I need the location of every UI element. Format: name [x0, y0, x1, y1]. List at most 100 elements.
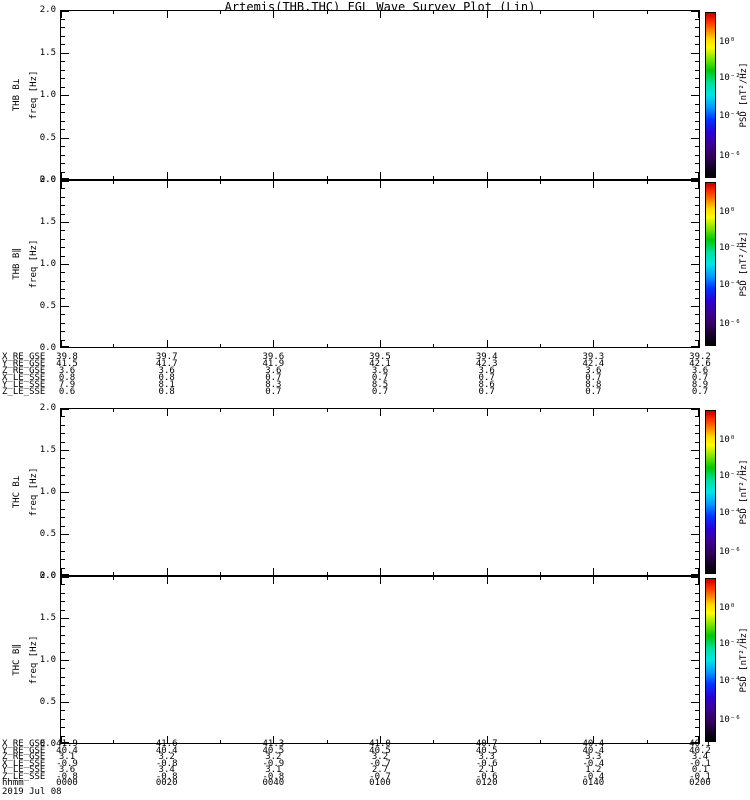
- x-axis-tick: [433, 344, 435, 347]
- annotation-value: 3.3: [585, 752, 602, 762]
- y-axis-tick: [695, 103, 699, 105]
- annotation-value: 0.6: [58, 387, 76, 397]
- y-axis-label: freq [Hz]: [29, 239, 39, 289]
- y-axis-tick: [691, 492, 699, 493]
- x-axis-tick: [698, 340, 699, 347]
- y-axis-tick: [695, 550, 699, 552]
- panel-frame: [60, 576, 700, 744]
- date-label: 2019 Jul 08: [2, 787, 62, 797]
- x-axis-tick: [433, 740, 435, 743]
- y-axis-tick: [61, 146, 65, 147]
- y-axis-tick: [61, 44, 65, 45]
- y-tick-label: 1.0: [39, 487, 56, 497]
- annotation-value: 42.6: [689, 359, 711, 369]
- annotation-value: -0.4: [582, 758, 605, 769]
- x-axis-tick: [326, 409, 328, 412]
- y-axis-tick: [695, 517, 699, 519]
- y-axis-tick: [61, 492, 69, 493]
- x-axis-tick: [593, 172, 595, 179]
- y-axis-tick: [695, 458, 699, 460]
- y-axis-tick: [61, 154, 65, 156]
- panel-frame: [60, 180, 700, 348]
- y-axis-tick: [61, 346, 69, 347]
- y-axis-tick: [695, 35, 699, 37]
- y-axis-tick: [61, 238, 65, 240]
- annotation-value: 8.1: [158, 380, 175, 390]
- y-axis-tick: [695, 567, 699, 569]
- x-axis-tick: [593, 409, 595, 416]
- y-axis-tick: [691, 702, 699, 703]
- y-axis-tick: [61, 483, 65, 485]
- y-axis-tick: [61, 78, 65, 79]
- y-axis-tick: [695, 230, 699, 232]
- x-axis-tick: [486, 577, 488, 584]
- annotation-value: 41.3: [262, 739, 285, 749]
- y-axis-tick: [61, 163, 65, 164]
- annotation-value: 0.8: [158, 373, 175, 383]
- y-axis-tick: [695, 163, 699, 164]
- colorbar-tick-label: 10⁻⁶: [719, 546, 741, 557]
- x-axis-tick: [61, 172, 62, 179]
- y-axis-tick: [61, 574, 69, 575]
- y-axis-tick: [691, 660, 699, 661]
- y-axis-tick: [695, 525, 699, 527]
- annotation-row-label: Y_LE_SSE: [2, 380, 46, 390]
- x-axis-tick: [220, 409, 221, 412]
- annotation-value: -0.1: [689, 771, 711, 782]
- annotation-row-label: X_LE_SSE: [2, 758, 46, 769]
- y-axis-tick: [61, 550, 65, 552]
- y-axis-tick: [61, 171, 65, 173]
- annotation-value: 0.7: [371, 387, 389, 397]
- time-axis-unit-label: hhmm: [2, 778, 24, 788]
- y-tick-label: 0.0: [39, 739, 56, 749]
- y-axis-tick: [695, 424, 699, 426]
- y-axis-tick: [695, 466, 699, 468]
- y-tick-label: 1.5: [39, 613, 56, 623]
- y-axis-tick: [695, 331, 699, 333]
- annotation-row-label: Z_LE_SSE: [2, 387, 46, 397]
- x-axis-tick: [380, 181, 381, 188]
- time-tick-label: 0100: [369, 778, 391, 788]
- x-axis-tick: [698, 11, 699, 18]
- panel-label: THB B⊥: [12, 78, 22, 112]
- annotation-value: 3.6: [58, 366, 76, 376]
- x-axis-tick: [540, 176, 541, 179]
- annotation-value: 0.8: [58, 373, 76, 383]
- annotation-value: 40.4: [582, 739, 605, 749]
- y-axis-tick: [61, 272, 65, 274]
- panel-label: THC B⊥: [12, 475, 22, 509]
- x-axis-tick: [593, 181, 595, 188]
- y-tick-label: 1.5: [39, 445, 56, 455]
- annotation-value: 39.6: [262, 352, 285, 362]
- y-axis-tick: [695, 718, 699, 720]
- y-axis-tick: [695, 69, 699, 71]
- annotation-value: 39.7: [155, 352, 178, 362]
- x-axis-tick: [166, 409, 168, 416]
- x-axis-tick: [166, 181, 168, 188]
- y-axis-tick: [61, 651, 65, 653]
- x-axis-tick: [486, 736, 488, 743]
- y-axis-tick: [61, 314, 65, 316]
- colorbar-axis-label: PSD [nT²/Hz]: [739, 459, 749, 525]
- y-axis-tick: [695, 280, 699, 282]
- annotation-value: 3.6: [158, 366, 175, 376]
- y-axis-tick: [61, 559, 65, 561]
- y-axis-tick: [61, 27, 65, 28]
- annotation-value: 39.5: [369, 352, 391, 362]
- panel-frame: [60, 408, 700, 576]
- y-axis-tick: [61, 86, 65, 88]
- x-axis-tick: [61, 409, 62, 416]
- y-axis-tick: [695, 609, 699, 611]
- x-axis-tick: [220, 176, 221, 179]
- annotation-value: 3.2: [265, 752, 282, 762]
- y-axis-tick: [61, 475, 65, 477]
- colorbar-axis-label: PSD [nT²/Hz]: [739, 231, 749, 297]
- y-axis-tick: [691, 222, 699, 223]
- annotation-value: 39.2: [689, 352, 711, 362]
- colorbar-tick-label: 10⁻²: [719, 73, 741, 84]
- annotation-value: 7.9: [58, 380, 76, 390]
- y-axis-tick: [61, 230, 65, 232]
- y-axis-tick: [61, 178, 69, 179]
- annotation-value: 0.7: [265, 387, 282, 397]
